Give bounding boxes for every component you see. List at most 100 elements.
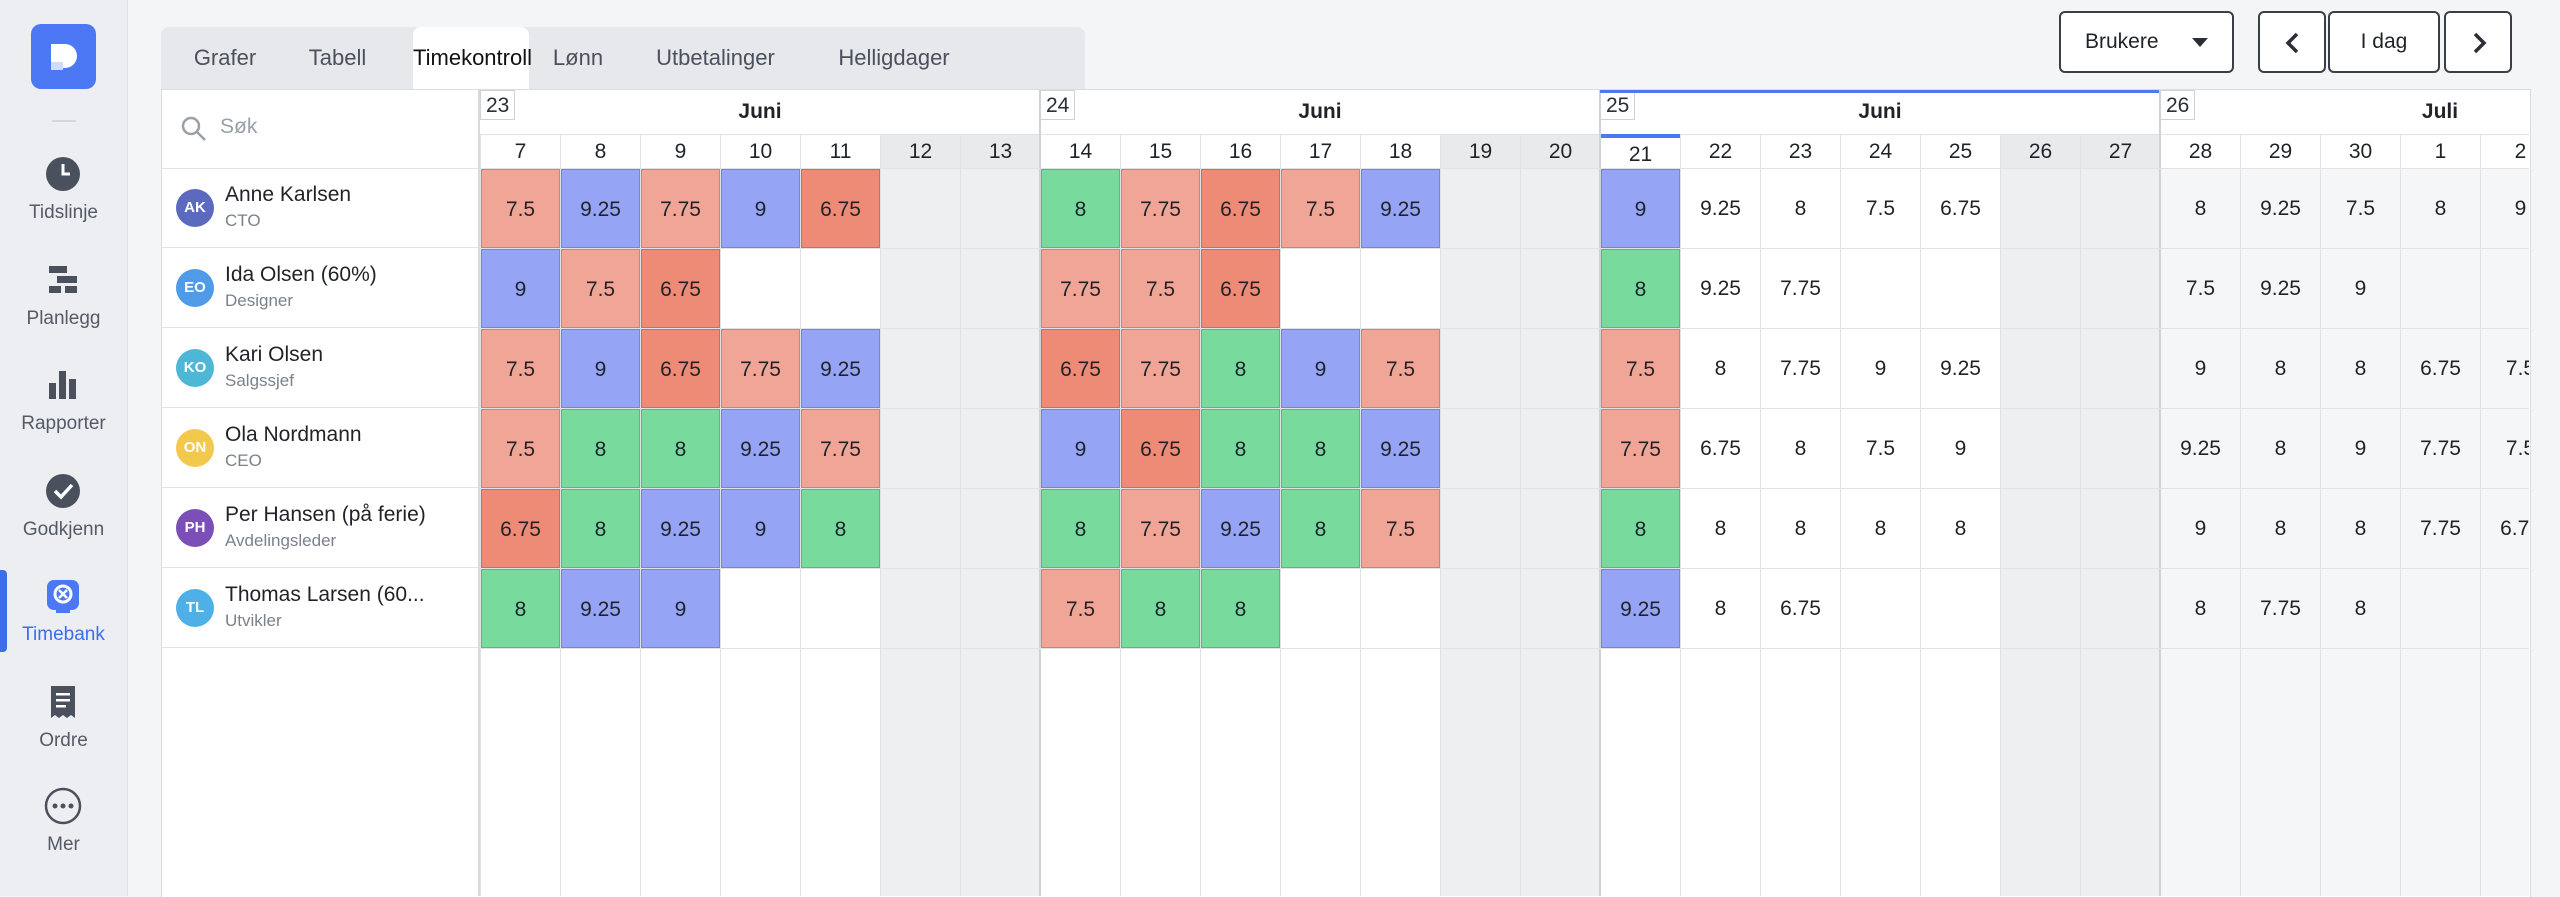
user-row[interactable]: EO Ida Olsen (60%) Designer bbox=[162, 248, 478, 328]
hours-cell[interactable]: 8 bbox=[1041, 489, 1120, 568]
hours-cell[interactable]: 6.75 bbox=[641, 249, 720, 328]
prev-period-button[interactable] bbox=[2258, 11, 2326, 73]
hours-cell[interactable]: 9 bbox=[2514, 197, 2527, 220]
hours-cell[interactable]: 7.5 bbox=[481, 169, 560, 248]
tab-helligdager[interactable]: Helligdager bbox=[838, 45, 950, 70]
hours-cell[interactable]: 9.25 bbox=[2260, 277, 2301, 300]
hours-cell[interactable]: 7.5 bbox=[2505, 357, 2529, 380]
sidebar-item-planlegg[interactable]: Planlegg bbox=[0, 260, 127, 360]
hours-cell[interactable]: 9.25 bbox=[1601, 569, 1680, 648]
sidebar-item-godkjenn[interactable]: Godkjenn bbox=[0, 471, 127, 571]
hours-cell[interactable]: 9 bbox=[721, 169, 800, 248]
sidebar-item-ordre[interactable]: Ordre bbox=[0, 682, 127, 782]
hours-cell[interactable]: 7.75 bbox=[801, 409, 880, 488]
hours-cell[interactable]: 9 bbox=[1874, 357, 1887, 380]
hours-cell[interactable]: 7.75 bbox=[1121, 489, 1200, 568]
user-row[interactable]: ON Ola Nordmann CEO bbox=[162, 408, 478, 488]
users-filter-button[interactable]: Brukere bbox=[2059, 11, 2234, 73]
hours-cell[interactable]: 8 bbox=[561, 489, 640, 568]
hours-cell[interactable]: 6.75 bbox=[641, 329, 720, 408]
hours-cell[interactable]: 9 bbox=[2354, 437, 2367, 460]
hours-cell[interactable]: 7.75 bbox=[641, 169, 720, 248]
today-button[interactable]: I dag bbox=[2328, 11, 2440, 73]
hours-cell[interactable]: 8 bbox=[1794, 197, 1807, 220]
hours-cell[interactable]: 8 bbox=[1281, 409, 1360, 488]
hours-cell[interactable]: 6.75 bbox=[1041, 329, 1120, 408]
hours-cell[interactable]: 9.25 bbox=[721, 409, 800, 488]
hours-cell[interactable]: 9.25 bbox=[561, 169, 640, 248]
hours-cell[interactable]: 8 bbox=[1281, 489, 1360, 568]
hours-cell[interactable]: 6.75 bbox=[481, 489, 560, 568]
hours-cell[interactable]: 7.5 bbox=[1121, 249, 1200, 328]
tab-lonn[interactable]: Lønn bbox=[552, 45, 604, 70]
hours-cell[interactable]: 9 bbox=[2194, 517, 2207, 540]
hours-cell[interactable]: 8 bbox=[2354, 517, 2367, 540]
hours-cell[interactable]: 9 bbox=[2354, 277, 2367, 300]
hours-cell[interactable]: 7.75 bbox=[1121, 329, 1200, 408]
hours-cell[interactable]: 9 bbox=[1041, 409, 1120, 488]
hours-cell[interactable]: 9.25 bbox=[1700, 197, 1741, 220]
hours-cell[interactable]: 8 bbox=[481, 569, 560, 648]
hours-cell[interactable]: 8 bbox=[1041, 169, 1120, 248]
hours-cell[interactable]: 7.75 bbox=[2260, 597, 2301, 620]
hours-cell[interactable]: 8 bbox=[2434, 197, 2447, 220]
hours-cell[interactable]: 8 bbox=[1874, 517, 1887, 540]
hours-cell[interactable]: 9.25 bbox=[1361, 409, 1440, 488]
hours-cell[interactable]: 8 bbox=[1601, 489, 1680, 568]
hours-cell[interactable]: 9 bbox=[641, 569, 720, 648]
hours-cell[interactable]: 7.75 bbox=[1780, 357, 1821, 380]
hours-cell[interactable]: 6.75 bbox=[1121, 409, 1200, 488]
hours-cell[interactable]: 8 bbox=[2354, 597, 2367, 620]
hours-cell[interactable]: 9 bbox=[1601, 169, 1680, 248]
hours-cell[interactable]: 9 bbox=[1281, 329, 1360, 408]
hours-cell[interactable]: 7.75 bbox=[1041, 249, 1120, 328]
hours-cell[interactable]: 7.5 bbox=[1041, 569, 1120, 648]
app-logo[interactable] bbox=[31, 24, 96, 89]
hours-cell[interactable]: 8 bbox=[1954, 517, 1967, 540]
tab-timekontroll[interactable]: Timekontroll bbox=[413, 27, 532, 89]
sidebar-item-rapporter[interactable]: Rapporter bbox=[0, 365, 127, 465]
hours-cell[interactable]: 7.5 bbox=[561, 249, 640, 328]
user-row[interactable]: PH Per Hansen (på ferie) Avdelingsleder bbox=[162, 488, 478, 568]
hours-cell[interactable]: 8 bbox=[2274, 357, 2287, 380]
hours-cell[interactable]: 8 bbox=[641, 409, 720, 488]
hours-cell[interactable]: 7.5 bbox=[2505, 437, 2529, 460]
hours-cell[interactable]: 9.25 bbox=[561, 569, 640, 648]
hours-cell[interactable]: 9 bbox=[561, 329, 640, 408]
sidebar-item-mer[interactable]: Mer bbox=[0, 786, 127, 886]
hours-cell[interactable]: 7.5 bbox=[1361, 489, 1440, 568]
hours-cell[interactable]: 9.25 bbox=[2180, 437, 2221, 460]
hours-cell[interactable]: 7.75 bbox=[1780, 277, 1821, 300]
hours-cell[interactable]: 9.25 bbox=[1361, 169, 1440, 248]
hours-cell[interactable]: 8 bbox=[561, 409, 640, 488]
hours-cell[interactable]: 7.5 bbox=[1281, 169, 1360, 248]
hours-cell[interactable]: 9.25 bbox=[1940, 357, 1981, 380]
tab-grafer[interactable]: Grafer bbox=[193, 45, 257, 70]
hours-cell[interactable]: 6.75 bbox=[2500, 517, 2529, 540]
hours-cell[interactable]: 9 bbox=[721, 489, 800, 568]
hours-cell[interactable]: 8 bbox=[2274, 517, 2287, 540]
hours-cell[interactable]: 6.75 bbox=[1780, 597, 1821, 620]
hours-cell[interactable]: 8 bbox=[1794, 517, 1807, 540]
hours-cell[interactable]: 8 bbox=[1201, 329, 1280, 408]
hours-cell[interactable]: 8 bbox=[1601, 249, 1680, 328]
sidebar-item-timebank[interactable]: Timebank bbox=[0, 570, 127, 676]
hours-cell[interactable]: 9.25 bbox=[641, 489, 720, 568]
hours-cell[interactable]: 8 bbox=[1794, 437, 1807, 460]
hours-cell[interactable]: 6.75 bbox=[801, 169, 880, 248]
hours-cell[interactable]: 9 bbox=[481, 249, 560, 328]
hours-cell[interactable]: 6.75 bbox=[1700, 437, 1741, 460]
hours-cell[interactable]: 8 bbox=[1201, 569, 1280, 648]
hours-cell[interactable]: 6.75 bbox=[1940, 197, 1981, 220]
hours-cell[interactable]: 7.5 bbox=[1865, 437, 1896, 460]
hours-cell[interactable]: 8 bbox=[2274, 437, 2287, 460]
hours-cell[interactable]: 9 bbox=[2194, 357, 2207, 380]
hours-cell[interactable]: 9.25 bbox=[2260, 197, 2301, 220]
user-row[interactable]: AK Anne Karlsen CTO bbox=[162, 168, 478, 248]
hours-cell[interactable]: 9 bbox=[1954, 437, 1967, 460]
hours-cell[interactable]: 7.75 bbox=[2420, 517, 2461, 540]
hours-cell[interactable]: 8 bbox=[2194, 597, 2207, 620]
hours-cell[interactable]: 9.25 bbox=[1201, 489, 1280, 568]
hours-cell[interactable]: 6.75 bbox=[2420, 357, 2461, 380]
user-row[interactable]: KO Kari Olsen Salgssjef bbox=[162, 328, 478, 408]
